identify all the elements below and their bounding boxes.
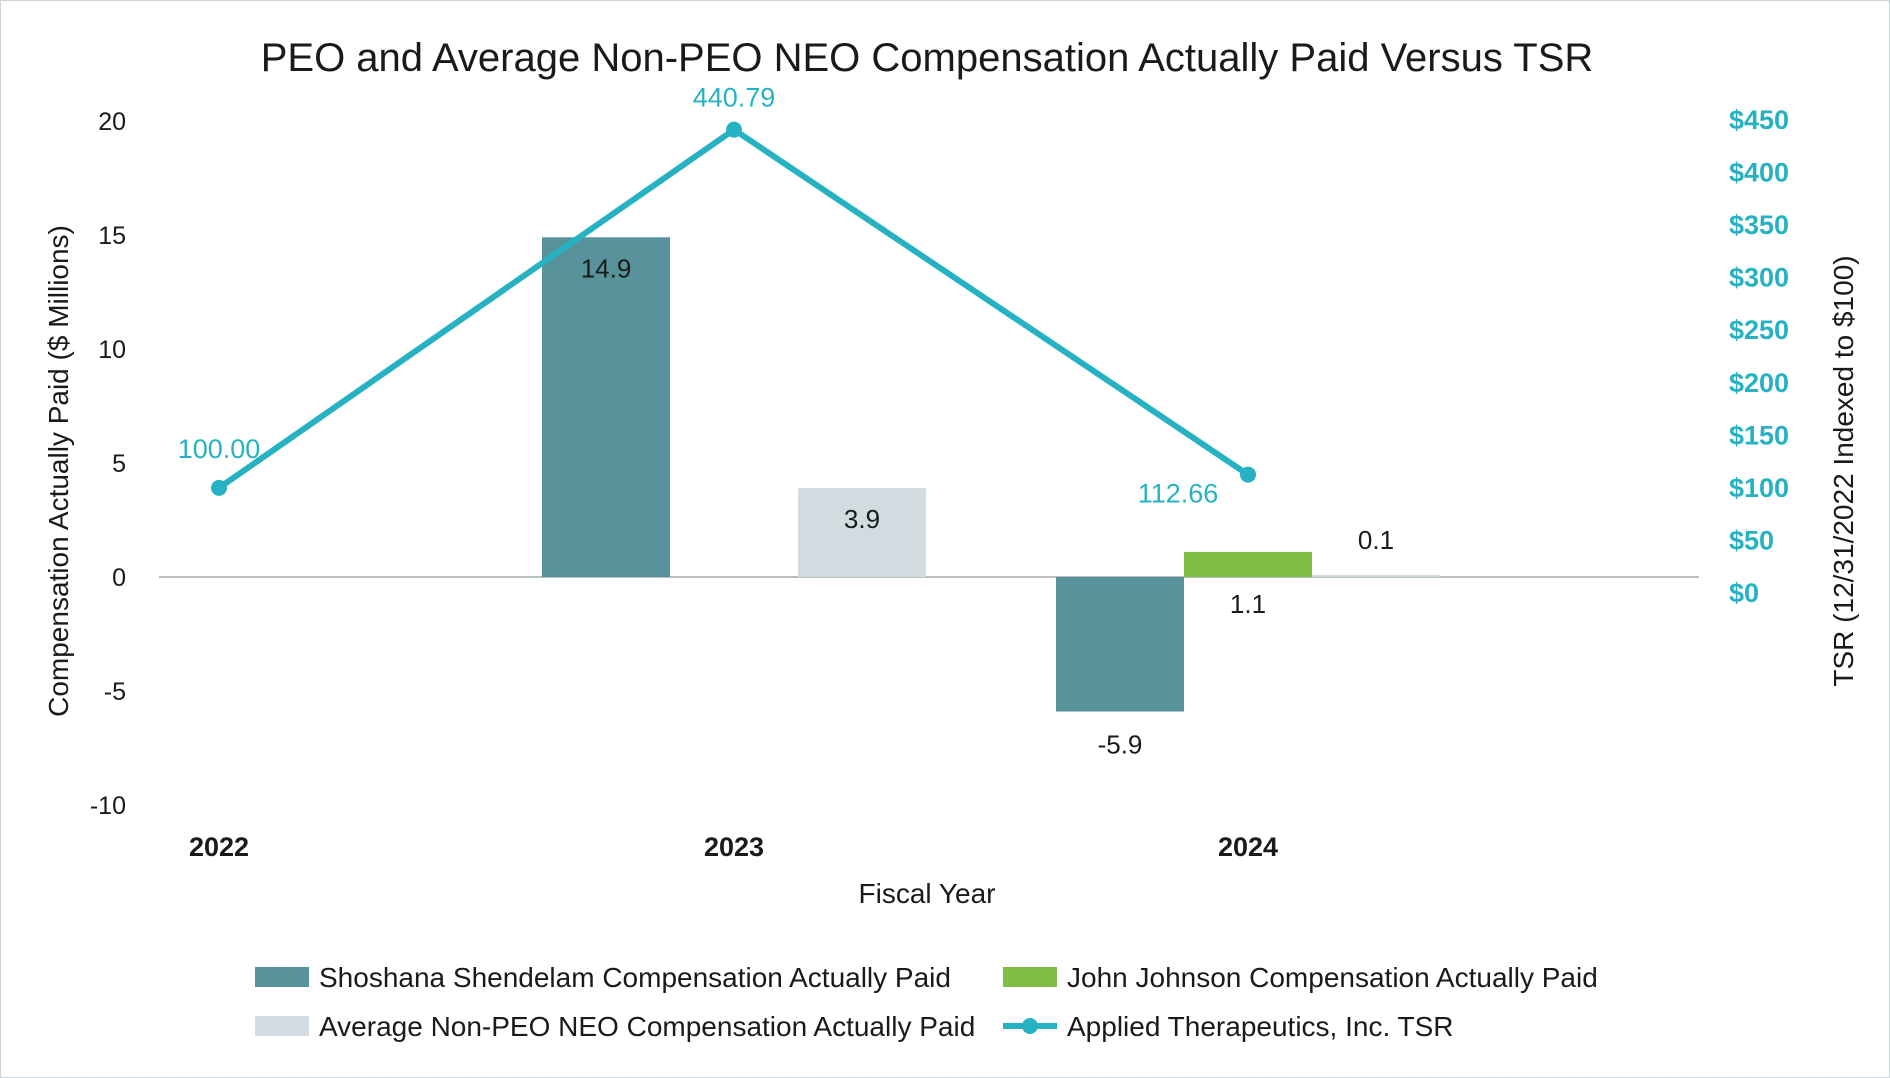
chart-title: PEO and Average Non-PEO NEO Compensation… (261, 36, 1594, 80)
left-axis-ticks: 20 15 10 5 0 -5 -10 (90, 108, 126, 820)
right-tick-label: $0 (1729, 578, 1759, 608)
y-axis-label: Compensation Actually Paid ($ Millions) (43, 225, 74, 717)
right-tick-label: $300 (1729, 263, 1789, 293)
right-tick-label: $100 (1729, 473, 1789, 503)
bar-value-label: 0.1 (1358, 525, 1394, 555)
bar-value-label: -5.9 (1098, 730, 1143, 760)
category-label-2024: 2024 (1218, 832, 1278, 862)
category-label-2023: 2023 (704, 832, 764, 862)
tsr-line (211, 121, 1256, 496)
tsr-value-label: 112.66 (1138, 479, 1219, 509)
right-tick-label: $150 (1729, 420, 1789, 450)
bar-shoshana-shendelam-compensation-actually-paid-2024 (1056, 577, 1184, 712)
legend-label: Average Non-PEO NEO Compensation Actuall… (319, 1011, 975, 1042)
left-tick-label: 0 (112, 564, 126, 592)
tsr-point-2024 (1240, 466, 1256, 483)
right-tick-label: $450 (1729, 105, 1789, 135)
right-tick-label: $400 (1729, 158, 1789, 188)
tsr-line-path (217, 126, 1250, 491)
bar-john-johnson-compensation-actually-paid-2024 (1184, 551, 1312, 577)
legend-swatch (255, 967, 309, 987)
bar-marks (542, 237, 1440, 712)
data-labels: 14.9 -5.9 1.1 3.9 0.1 100.00 440.79 112.66 (178, 83, 1394, 760)
left-tick-label: 20 (98, 108, 126, 136)
tsr-point-2023 (726, 121, 742, 138)
right-tick-label: $250 (1729, 315, 1789, 345)
legend-swatch (1003, 967, 1057, 987)
bar-shoshana-shendelam-compensation-actually-paid-2023 (542, 237, 670, 577)
legend-marker (1022, 1018, 1038, 1034)
right-tick-label: $50 (1729, 525, 1774, 555)
category-label-2022: 2022 (189, 832, 249, 862)
right-axis-ticks: $450 $400 $350 $300 $250 $200 $150 $100 $50 $0 (1729, 105, 1789, 608)
legend: Shoshana Shendelam Compensation Actually… (255, 962, 1598, 1042)
left-tick-label: -5 (104, 678, 126, 706)
left-tick-label: 5 (112, 450, 126, 478)
bar-value-label: 1.1 (1230, 589, 1266, 619)
bar-value-label: 14.9 (581, 253, 632, 283)
legend-label: Applied Therapeutics, Inc. TSR (1067, 1011, 1454, 1042)
legend-label: John Johnson Compensation Actually Paid (1067, 962, 1598, 993)
legend-swatch (255, 1016, 309, 1036)
y-right-axis-label: TSR (12/31/2022 Indexed to $100) (1828, 255, 1859, 686)
left-tick-label: 10 (98, 336, 126, 364)
right-tick-label: $350 (1729, 210, 1789, 240)
left-tick-label: -10 (90, 792, 126, 820)
tsr-value-label: 100.00 (178, 434, 261, 464)
tsr-point-2022 (211, 479, 227, 496)
bar-average-non-peo-neo-compensation-actually-paid-2023 (798, 488, 926, 577)
x-axis-label: Fiscal Year (859, 878, 996, 909)
bar-value-label: 3.9 (844, 504, 880, 534)
legend-label: Shoshana Shendelam Compensation Actually… (319, 962, 951, 993)
bar-average-non-peo-neo-compensation-actually-paid-2024 (1312, 574, 1440, 577)
left-tick-label: 15 (98, 222, 126, 250)
right-tick-label: $200 (1729, 368, 1789, 398)
tsr-value-label: 440.79 (693, 83, 776, 113)
category-labels: 2022 2023 2024 (189, 832, 1278, 862)
